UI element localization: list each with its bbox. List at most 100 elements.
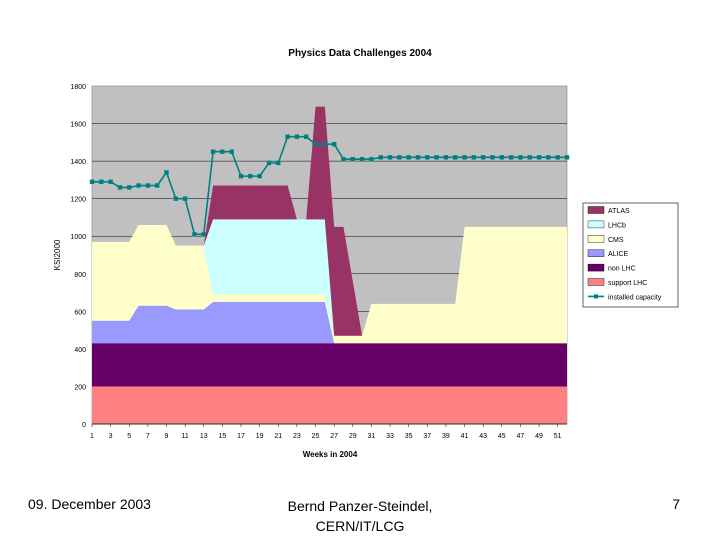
x-axis-label: Weeks in 2004: [303, 450, 358, 459]
capacity-point: [322, 142, 328, 147]
capacity-point: [508, 155, 514, 160]
capacity-point: [425, 155, 430, 160]
legend-swatch: [587, 263, 605, 272]
x-tick-label: 47: [517, 433, 525, 440]
y-tick-label: 1800: [70, 84, 86, 91]
x-tick-label: 15: [218, 433, 226, 440]
capacity-point: [117, 185, 123, 190]
capacity-point: [546, 155, 551, 160]
x-tick-label: 49: [535, 433, 543, 440]
y-tick-label: 1200: [70, 197, 86, 204]
x-tick-label: 31: [368, 433, 376, 440]
legend-label: installed capacity: [608, 294, 662, 301]
x-tick-label: 1: [90, 433, 94, 440]
legend-items: ATLAS LHCb CMS ALICE non LHC support LHC insta…: [587, 206, 662, 301]
x-tick-labels: 1 3 5 7 9 11 13 15 17 19 21 23 25 27 29 31 33 35 37 39 41 43 4…: [90, 423, 567, 440]
x-tick-label: 21: [274, 433, 282, 440]
capacity-point: [127, 185, 132, 190]
y-tick-label: 400: [74, 347, 86, 354]
capacity-point: [182, 196, 188, 201]
legend-swatch: [587, 278, 605, 286]
x-tick-label: 35: [405, 433, 413, 440]
capacity-point: [220, 149, 225, 154]
legend-swatch: [587, 249, 605, 257]
capacity-point: [536, 155, 542, 160]
capacity-point: [331, 142, 337, 147]
y-tick-label: 1400: [70, 159, 86, 166]
y-tick-label: 1000: [70, 234, 86, 241]
capacity-point: [471, 155, 477, 160]
x-tick-label: 17: [237, 433, 245, 440]
footer-author: Bernd Panzer-Steindel, CERN/IT/LCG: [250, 496, 470, 536]
capacity-point: [266, 160, 272, 166]
capacity-point: [108, 179, 113, 184]
capacity-point: [378, 155, 383, 160]
capacity-point: [145, 183, 151, 188]
capacity-point: [229, 149, 234, 154]
x-tick-label: 5: [127, 433, 131, 440]
capacity-point: [415, 155, 421, 160]
x-tick-label: 25: [312, 433, 320, 440]
capacity-line: [92, 135, 567, 236]
footer-author-name: Bernd Panzer-Steindel,: [287, 498, 433, 514]
area-non-lhc: [92, 343, 567, 387]
capacity-point: [462, 155, 467, 160]
y-tick-label: 200: [74, 384, 86, 391]
legend-label: CMS: [608, 237, 624, 244]
x-tick-label: 33: [386, 433, 394, 440]
capacity-point: [369, 157, 374, 162]
capacity-point: [164, 170, 169, 175]
chart-legend: ATLAS LHCb CMS ALICE non LHC support LHC insta…: [582, 202, 679, 308]
capacity-point: [257, 173, 262, 179]
y-tick-label: 800: [74, 272, 86, 279]
legend-label: non LHC: [608, 266, 636, 273]
capacity-point: [136, 183, 141, 188]
y-axis-label: KSI2000: [53, 239, 62, 270]
capacity-point: [350, 157, 355, 162]
capacity-point: [443, 155, 449, 160]
y-tick-label: 600: [74, 309, 86, 316]
legend-label: LHCb: [608, 222, 626, 229]
physics-data-challenges-chart: Physics Data Challenges 2004 0 200 400 600 8…: [53, 48, 679, 459]
capacity-point: [564, 155, 570, 160]
capacity-point: [490, 155, 495, 160]
area-lhcb: [92, 219, 567, 336]
capacity-point: [518, 155, 523, 160]
capacity-point: [89, 179, 95, 184]
capacity-point: [359, 157, 365, 162]
capacity-point: [210, 149, 216, 154]
legend-swatch: [587, 220, 605, 229]
legend-swatch: [587, 206, 605, 214]
installed-capacity-line: [89, 134, 570, 237]
capacity-point: [154, 183, 160, 188]
y-tick-labels: 0 200 400 600 800 1000 1200 1400 1600 1800: [70, 84, 86, 429]
stacked-areas: [92, 106, 567, 424]
capacity-point: [248, 173, 253, 179]
capacity-point: [499, 155, 505, 160]
x-tick-label: 13: [200, 433, 208, 440]
capacity-point: [434, 155, 439, 160]
x-tick-label: 19: [256, 433, 264, 440]
capacity-point: [238, 173, 244, 179]
capacity-point: [555, 155, 560, 160]
capacity-point: [285, 134, 290, 139]
area-atlas: [92, 106, 567, 336]
legend-label: ALICE: [608, 251, 629, 258]
legend-swatch: [587, 235, 605, 243]
legend-label: ATLAS: [608, 208, 630, 215]
capacity-point: [341, 157, 346, 162]
capacity-point: [313, 142, 318, 147]
chart-title: Physics Data Challenges 2004: [288, 48, 432, 59]
capacity-point: [294, 134, 300, 139]
capacity-point: [480, 155, 486, 160]
x-tick-label: 37: [423, 433, 431, 440]
capacity-point: [304, 134, 309, 139]
x-tick-label: 29: [349, 433, 357, 440]
x-tick-label: 23: [293, 433, 301, 440]
capacity-point: [453, 155, 458, 160]
capacity-point: [527, 155, 532, 160]
x-tick-label: 27: [330, 433, 338, 440]
footer-author-org: CERN/IT/LCG: [315, 518, 405, 534]
footer-page-number: 7: [672, 496, 680, 512]
x-tick-label: 9: [165, 433, 169, 440]
